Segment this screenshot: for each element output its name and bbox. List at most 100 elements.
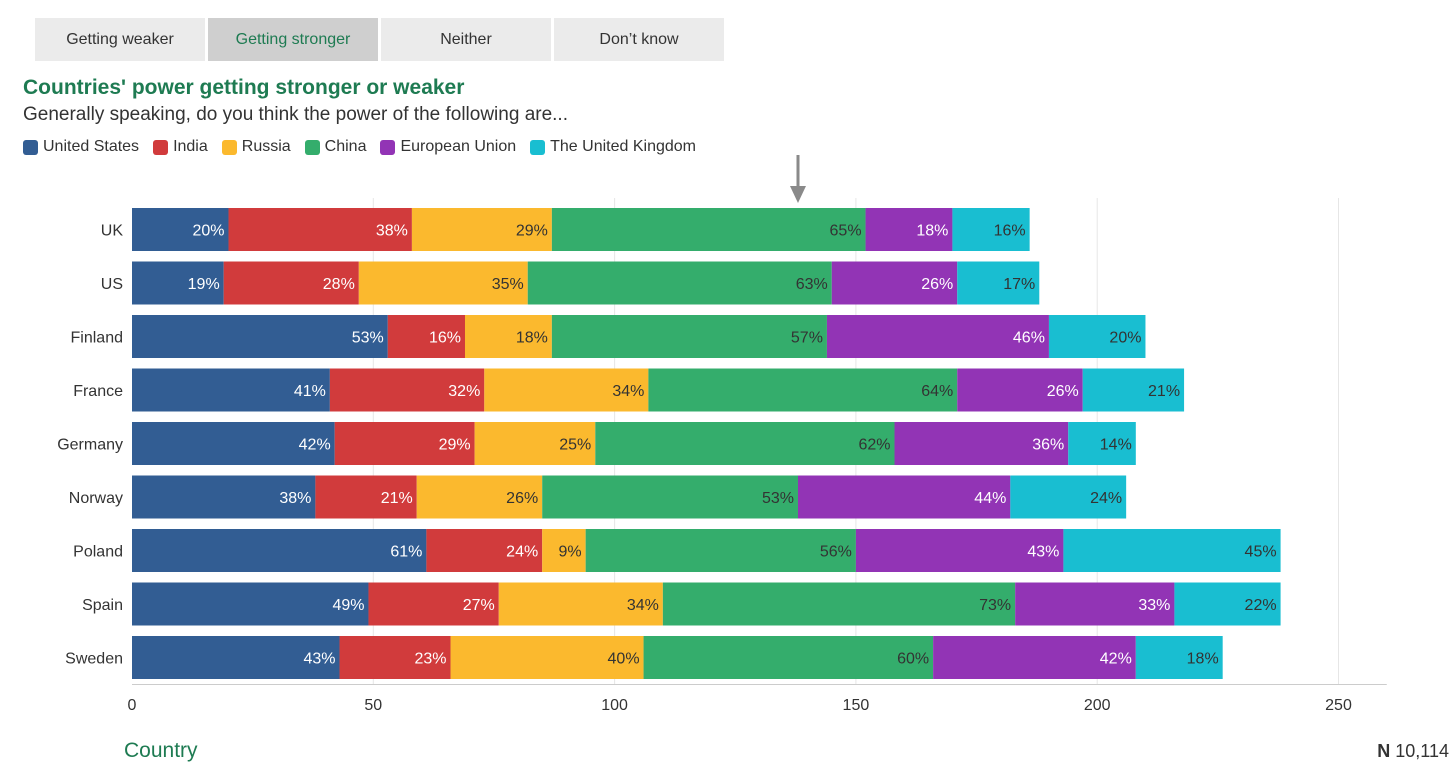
legend-label: The United Kingdom	[550, 138, 696, 155]
legend-label: China	[324, 138, 367, 155]
data-label: 17%	[1003, 276, 1035, 293]
tab-getting-stronger[interactable]: Getting stronger	[208, 18, 378, 61]
bar-segment	[132, 582, 369, 626]
data-label: 35%	[492, 276, 524, 293]
data-label: 36%	[1032, 437, 1064, 454]
tab-dont-know[interactable]: Don’t know	[554, 18, 724, 61]
bar-segment	[585, 529, 856, 572]
data-label: 24%	[506, 544, 538, 561]
legend-item-united-kingdom[interactable]: The United Kingdom	[530, 138, 696, 156]
legend-item-european-union[interactable]: European Union	[380, 138, 516, 156]
data-label: 46%	[1013, 330, 1045, 347]
category-label: UK	[101, 223, 124, 240]
bar-segment	[1068, 422, 1136, 465]
data-label: 42%	[1100, 651, 1132, 668]
bar-segment	[595, 422, 895, 465]
data-label: 26%	[1047, 383, 1079, 400]
bar-segment	[498, 582, 663, 626]
bar-segment	[339, 636, 451, 679]
data-label: 73%	[979, 597, 1011, 614]
bar-segment	[368, 582, 499, 626]
response-tabs: Getting weaker Getting stronger Neither …	[35, 18, 727, 61]
bar-segment	[132, 529, 427, 572]
data-label: 62%	[858, 437, 890, 454]
bar-segment	[527, 261, 832, 305]
bar-segment	[648, 368, 958, 412]
data-label: 43%	[303, 651, 335, 668]
legend-label: Russia	[241, 138, 291, 155]
data-label: 53%	[762, 490, 794, 507]
bar-segment	[132, 208, 229, 251]
data-label: 56%	[820, 544, 852, 561]
data-label: 18%	[1187, 651, 1219, 668]
data-label: 21%	[381, 490, 413, 507]
x-tick-label: 200	[1084, 697, 1111, 714]
bar-segment	[416, 475, 543, 519]
data-label: 22%	[1245, 597, 1277, 614]
data-label: 38%	[376, 223, 408, 240]
legend-item-china[interactable]: China	[304, 138, 367, 156]
legend-item-united-states[interactable]: United States	[23, 138, 139, 156]
bar-segment	[957, 368, 1083, 412]
data-label: 42%	[299, 437, 331, 454]
data-label: 60%	[897, 651, 929, 668]
bar-segment	[1063, 529, 1281, 572]
data-label: 43%	[1027, 544, 1059, 561]
tab-getting-weaker[interactable]: Getting weaker	[35, 18, 205, 61]
bar-segment	[1135, 636, 1223, 679]
bar-segment	[1015, 582, 1175, 626]
data-label: 16%	[429, 330, 461, 347]
bar-segment	[464, 315, 552, 358]
category-label: Poland	[73, 544, 123, 561]
x-tick-label: 150	[843, 697, 870, 714]
data-label: 65%	[830, 223, 862, 240]
bar-segment	[223, 261, 359, 305]
bar-segment	[643, 636, 934, 679]
data-label: 20%	[192, 223, 224, 240]
legend-swatch	[23, 139, 38, 155]
legend-item-russia[interactable]: Russia	[221, 138, 291, 156]
data-label: 14%	[1100, 437, 1132, 454]
data-label: 29%	[439, 437, 471, 454]
x-tick-label: 50	[364, 697, 382, 714]
category-label: Spain	[82, 597, 123, 614]
bar-segment	[826, 315, 1049, 358]
bar-segment	[132, 261, 224, 305]
x-tick-label: 0	[128, 697, 137, 714]
bar-segment	[334, 422, 475, 465]
data-label: 57%	[791, 330, 823, 347]
bar-segment	[474, 422, 596, 465]
bar-segment	[228, 208, 412, 251]
data-label: 33%	[1138, 597, 1170, 614]
bar-segment	[662, 582, 1016, 626]
category-label: US	[101, 276, 123, 293]
tab-neither[interactable]: Neither	[381, 18, 551, 61]
bar-segment	[358, 261, 528, 305]
legend-label: India	[173, 138, 208, 155]
bar-segment	[329, 368, 485, 412]
bar-segment	[1048, 315, 1146, 358]
bar-segment	[933, 636, 1136, 679]
data-label: 19%	[188, 276, 220, 293]
legend-item-india[interactable]: India	[153, 138, 208, 156]
data-label: 53%	[352, 330, 384, 347]
bar-segment	[542, 529, 586, 572]
data-label: 25%	[559, 437, 591, 454]
legend-swatch	[221, 139, 237, 155]
marker-arrow-head-icon	[789, 186, 806, 203]
bar-segment	[132, 475, 316, 519]
data-label: 32%	[448, 383, 480, 400]
data-label: 18%	[516, 330, 548, 347]
sample-size-label: N	[1377, 741, 1391, 761]
data-label: 34%	[627, 597, 659, 614]
legend-swatch	[304, 139, 320, 155]
sample-size: N 10,114	[1377, 741, 1449, 762]
bar-segment	[132, 368, 330, 412]
bar-segment	[542, 475, 798, 519]
data-label: 21%	[1148, 383, 1180, 400]
bar-segment	[551, 315, 827, 358]
legend-swatch	[380, 139, 396, 155]
data-label: 29%	[516, 223, 548, 240]
data-label: 20%	[1109, 330, 1141, 347]
bar-segment	[855, 529, 1064, 572]
